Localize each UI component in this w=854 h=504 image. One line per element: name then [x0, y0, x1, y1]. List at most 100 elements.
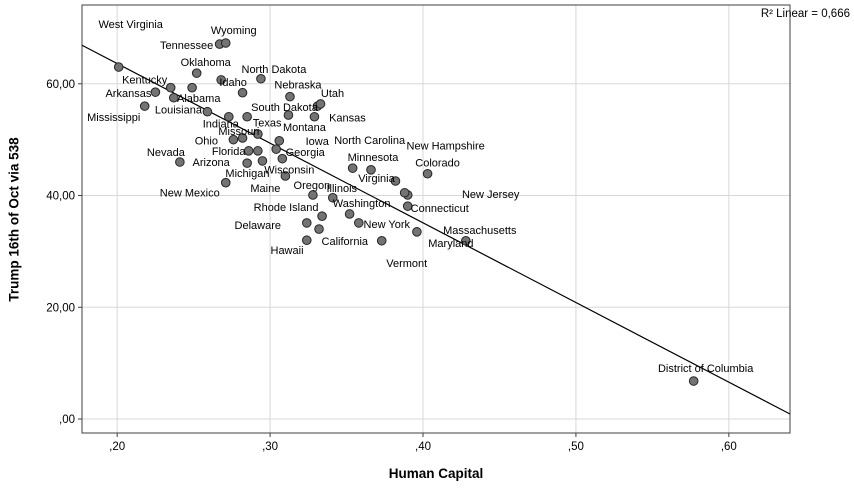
data-point-label: New Hampshire — [407, 141, 485, 153]
data-point — [390, 176, 401, 186]
data-point — [376, 235, 387, 246]
data-point-label: Idaho — [219, 77, 247, 89]
data-point — [175, 157, 185, 167]
data-point-label: Oregon — [294, 180, 331, 192]
data-point — [314, 224, 324, 234]
data-point-label: Delaware — [235, 220, 281, 232]
data-point — [187, 82, 197, 93]
x-tick-label: ,30 — [262, 441, 278, 453]
data-point — [461, 235, 471, 246]
data-point — [353, 218, 364, 228]
data-point — [139, 101, 150, 111]
data-point-label: Iowa — [306, 136, 330, 148]
data-point — [327, 192, 338, 203]
data-point-label: Montana — [283, 122, 327, 134]
data-point-label: Maryland — [428, 238, 473, 250]
data-point — [253, 146, 263, 156]
y-tick-label: ,00 — [59, 414, 75, 426]
data-point — [256, 73, 266, 84]
data-point-label: Michigan — [225, 168, 269, 180]
data-point — [223, 111, 234, 122]
data-point-label: New Jersey — [462, 189, 520, 201]
data-point-label: Vermont — [386, 258, 427, 270]
data-point — [366, 165, 376, 175]
data-point — [253, 129, 263, 139]
data-point-label: Tennessee — [160, 40, 213, 52]
data-point-label: New Mexico — [160, 188, 220, 200]
data-point-label: Arkansas — [105, 88, 151, 100]
x-tick-label: ,20 — [109, 441, 125, 453]
data-point — [399, 187, 410, 198]
data-point — [308, 190, 318, 200]
data-point-label: Georgia — [286, 147, 326, 159]
data-point-label: Wyoming — [211, 25, 257, 37]
data-point — [412, 227, 422, 237]
data-point-label: Maine — [250, 183, 280, 195]
data-point-label: Louisiana — [155, 105, 203, 117]
data-point-label: Ohio — [195, 136, 218, 148]
data-point — [344, 209, 355, 219]
data-point-label: Alabama — [177, 93, 221, 105]
data-point — [271, 144, 282, 154]
data-point — [283, 110, 294, 120]
data-point — [202, 106, 213, 117]
data-point-label: District of Columbia — [658, 363, 754, 375]
plot-frame — [81, 4, 791, 434]
data-point — [113, 62, 124, 72]
data-point — [309, 111, 320, 122]
data-point — [191, 68, 202, 78]
y-tick-label: 20,00 — [46, 302, 75, 314]
data-point — [216, 75, 226, 85]
data-point — [257, 156, 268, 166]
data-point — [285, 91, 295, 102]
data-point-label: Mississippi — [87, 112, 140, 124]
data-point-label: North Carolina — [334, 135, 406, 147]
data-point — [280, 171, 291, 181]
data-point — [317, 211, 327, 222]
data-point — [168, 92, 179, 103]
data-point-label: Indiana — [203, 119, 240, 131]
data-point-label: Arizona — [193, 157, 231, 169]
regression-line — [81, 44, 791, 415]
data-point-label: Oklahoma — [181, 57, 232, 69]
data-point-label: Utah — [321, 88, 344, 100]
data-point — [422, 168, 433, 179]
data-point-label: Nevada — [147, 147, 186, 159]
data-point — [237, 87, 248, 98]
data-point-label: Colorado — [415, 158, 460, 170]
data-point — [237, 133, 248, 143]
data-point-label: Kentucky — [122, 75, 168, 87]
data-point-label: New York — [364, 219, 411, 231]
data-point-label: Illinois — [326, 183, 357, 195]
y-tick-label: 60,00 — [46, 79, 75, 91]
data-point — [315, 99, 326, 109]
data-point — [301, 235, 312, 246]
data-point-label: West Virginia — [98, 19, 163, 31]
data-point — [243, 146, 254, 156]
r-squared-annotation: R² Linear = 0,666 — [760, 8, 850, 20]
data-point — [220, 177, 231, 188]
data-point — [220, 38, 231, 48]
data-point-label: Florida — [212, 146, 247, 158]
data-point-label: Nebraska — [274, 80, 322, 92]
data-point-label: South Dakota — [251, 102, 319, 114]
data-point — [274, 135, 285, 146]
data-point — [688, 376, 699, 386]
data-point-label: California — [322, 236, 369, 248]
data-point — [301, 218, 312, 228]
data-point-label: Missouri — [218, 126, 259, 138]
data-point-label: Minnesota — [348, 152, 400, 164]
data-point — [277, 153, 288, 164]
data-point-label: Rhode Island — [254, 202, 319, 214]
data-point — [228, 134, 239, 145]
data-point-label: Texas — [253, 118, 282, 130]
x-axis-title: Human Capital — [388, 466, 484, 481]
data-point — [242, 158, 252, 168]
data-point-label: Connecticut — [411, 203, 469, 215]
data-point — [402, 201, 413, 211]
data-point-label: Hawaii — [271, 245, 304, 257]
data-point — [242, 111, 252, 122]
x-tick-label: ,50 — [568, 441, 584, 453]
data-point-label: North Dakota — [242, 64, 308, 76]
